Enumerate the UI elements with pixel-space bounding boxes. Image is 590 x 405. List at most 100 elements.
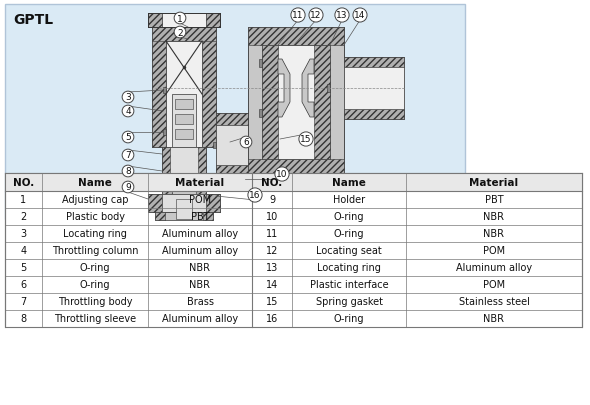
Bar (148, 194, 162, 213)
Bar (148, 14, 220, 28)
Bar (248, 160, 344, 177)
Text: 16: 16 (266, 314, 278, 324)
Text: 11: 11 (266, 229, 278, 239)
Text: Aluminum alloy: Aluminum alloy (162, 246, 238, 256)
Text: O-ring: O-ring (80, 280, 110, 290)
Bar (259, 110, 262, 118)
Text: 12: 12 (266, 246, 278, 256)
Text: 7: 7 (21, 297, 27, 307)
Bar (206, 14, 220, 28)
Text: 8: 8 (125, 167, 131, 176)
Bar (344, 58, 404, 120)
Text: Aluminum alloy: Aluminum alloy (162, 314, 238, 324)
Bar (152, 28, 216, 42)
Text: Aluminum alloy: Aluminum alloy (162, 229, 238, 239)
Text: Plastic interface: Plastic interface (310, 280, 388, 290)
Bar (175, 115, 193, 125)
Bar (262, 46, 330, 160)
Bar (163, 130, 166, 136)
Bar (5, 174, 582, 327)
Text: NBR: NBR (483, 314, 504, 324)
Text: 5: 5 (21, 263, 27, 273)
Bar (162, 148, 172, 183)
Text: Name: Name (78, 177, 112, 188)
Bar (314, 46, 330, 160)
Text: 15: 15 (300, 135, 312, 144)
Text: 15: 15 (266, 297, 278, 307)
Text: 14: 14 (266, 280, 278, 290)
Text: 6: 6 (21, 280, 27, 290)
Text: NO.: NO. (261, 177, 283, 188)
Bar (175, 130, 193, 140)
Text: Locating seat: Locating seat (316, 246, 382, 256)
Bar (5, 174, 582, 192)
Bar (162, 148, 206, 183)
Text: 13: 13 (266, 263, 278, 273)
Polygon shape (278, 60, 290, 118)
Text: NBR: NBR (189, 280, 211, 290)
Text: Spring gasket: Spring gasket (316, 297, 382, 307)
Text: POM: POM (483, 246, 505, 256)
Bar (152, 28, 216, 148)
Text: Plastic body: Plastic body (65, 212, 124, 222)
Bar (162, 183, 172, 200)
Text: Holder: Holder (333, 195, 365, 205)
Bar (176, 200, 192, 220)
Text: POM: POM (189, 195, 211, 205)
Bar (344, 58, 404, 68)
Bar (213, 143, 216, 149)
Text: O-ring: O-ring (334, 212, 364, 222)
Bar (155, 213, 213, 220)
Bar (262, 46, 278, 160)
Bar (344, 110, 404, 120)
Text: 16: 16 (249, 191, 261, 200)
Bar (170, 148, 198, 183)
Text: 12: 12 (310, 11, 322, 20)
Text: 11: 11 (292, 11, 304, 20)
Text: Locating ring: Locating ring (63, 229, 127, 239)
Bar (216, 114, 280, 177)
Text: NO.: NO. (13, 177, 34, 188)
Bar (203, 213, 213, 220)
Bar (175, 100, 193, 110)
Text: 6: 6 (243, 138, 249, 147)
Text: Throttling column: Throttling column (52, 246, 138, 256)
Bar (162, 194, 206, 213)
Text: O-ring: O-ring (334, 229, 364, 239)
Text: 14: 14 (355, 11, 366, 20)
Text: PBT: PBT (191, 212, 209, 222)
Bar (216, 114, 280, 126)
Text: NBR: NBR (189, 263, 211, 273)
Text: Stainless steel: Stainless steel (458, 297, 529, 307)
Bar (148, 14, 162, 28)
Text: 10: 10 (276, 170, 288, 179)
Bar (259, 60, 262, 68)
Bar (152, 14, 216, 28)
Text: GPTL: GPTL (13, 13, 53, 27)
Bar (248, 28, 344, 46)
Text: 4: 4 (21, 246, 27, 256)
Text: 8: 8 (21, 314, 27, 324)
Text: Locating ring: Locating ring (317, 263, 381, 273)
Bar (327, 85, 330, 93)
Bar (206, 194, 220, 213)
Text: Throttling sleeve: Throttling sleeve (54, 314, 136, 324)
Bar (248, 28, 344, 177)
Text: 13: 13 (336, 11, 348, 20)
Bar (216, 126, 280, 166)
Bar (163, 88, 166, 94)
Text: 1: 1 (21, 195, 27, 205)
Text: O-ring: O-ring (80, 263, 110, 273)
Text: PBT: PBT (485, 195, 503, 205)
Text: POM: POM (483, 280, 505, 290)
Text: 1: 1 (177, 15, 183, 23)
Bar (155, 213, 165, 220)
Bar (148, 194, 220, 213)
Text: Material: Material (175, 177, 225, 188)
Text: Adjusting cap: Adjusting cap (62, 195, 128, 205)
Bar (163, 151, 166, 158)
Bar (202, 28, 216, 148)
Text: 10: 10 (266, 212, 278, 222)
Text: Throttling body: Throttling body (58, 297, 132, 307)
Text: 5: 5 (125, 133, 131, 142)
